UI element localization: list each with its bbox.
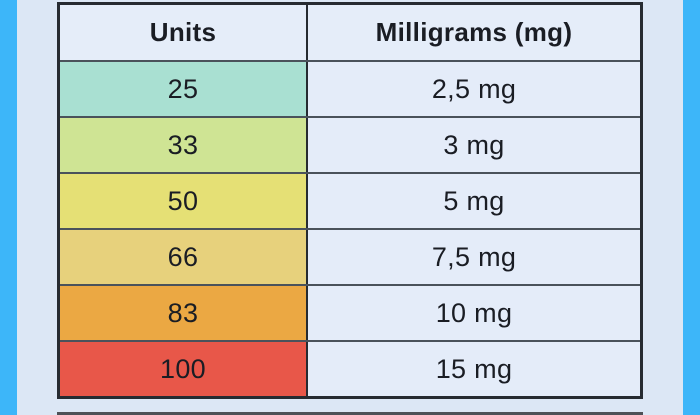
table-row: 66 7,5 mg bbox=[60, 228, 640, 284]
table-bottom-shadow bbox=[57, 412, 643, 415]
right-frame-bar bbox=[683, 0, 700, 415]
table-row: 50 5 mg bbox=[60, 172, 640, 228]
table-row: 83 10 mg bbox=[60, 284, 640, 340]
table-body: 25 2,5 mg 33 3 mg 50 5 mg 66 7,5 mg 83 1… bbox=[60, 60, 640, 396]
milligrams-cell: 7,5 mg bbox=[308, 230, 640, 284]
units-cell: 33 bbox=[60, 118, 308, 172]
milligrams-cell: 5 mg bbox=[308, 174, 640, 228]
column-header-units: Units bbox=[60, 5, 308, 60]
milligrams-cell: 3 mg bbox=[308, 118, 640, 172]
milligrams-cell: 2,5 mg bbox=[308, 62, 640, 116]
table-row: 33 3 mg bbox=[60, 116, 640, 172]
table-row: 25 2,5 mg bbox=[60, 60, 640, 116]
left-frame-bar bbox=[0, 0, 17, 415]
milligrams-cell: 10 mg bbox=[308, 286, 640, 340]
units-cell: 100 bbox=[60, 342, 308, 396]
units-cell: 83 bbox=[60, 286, 308, 340]
units-cell: 25 bbox=[60, 62, 308, 116]
units-cell: 66 bbox=[60, 230, 308, 284]
units-to-milligrams-table: Units Milligrams (mg) 25 2,5 mg 33 3 mg … bbox=[57, 2, 643, 399]
milligrams-cell: 15 mg bbox=[308, 342, 640, 396]
table-header-row: Units Milligrams (mg) bbox=[60, 5, 640, 60]
table-row: 100 15 mg bbox=[60, 340, 640, 396]
units-cell: 50 bbox=[60, 174, 308, 228]
column-header-milligrams: Milligrams (mg) bbox=[308, 5, 640, 60]
